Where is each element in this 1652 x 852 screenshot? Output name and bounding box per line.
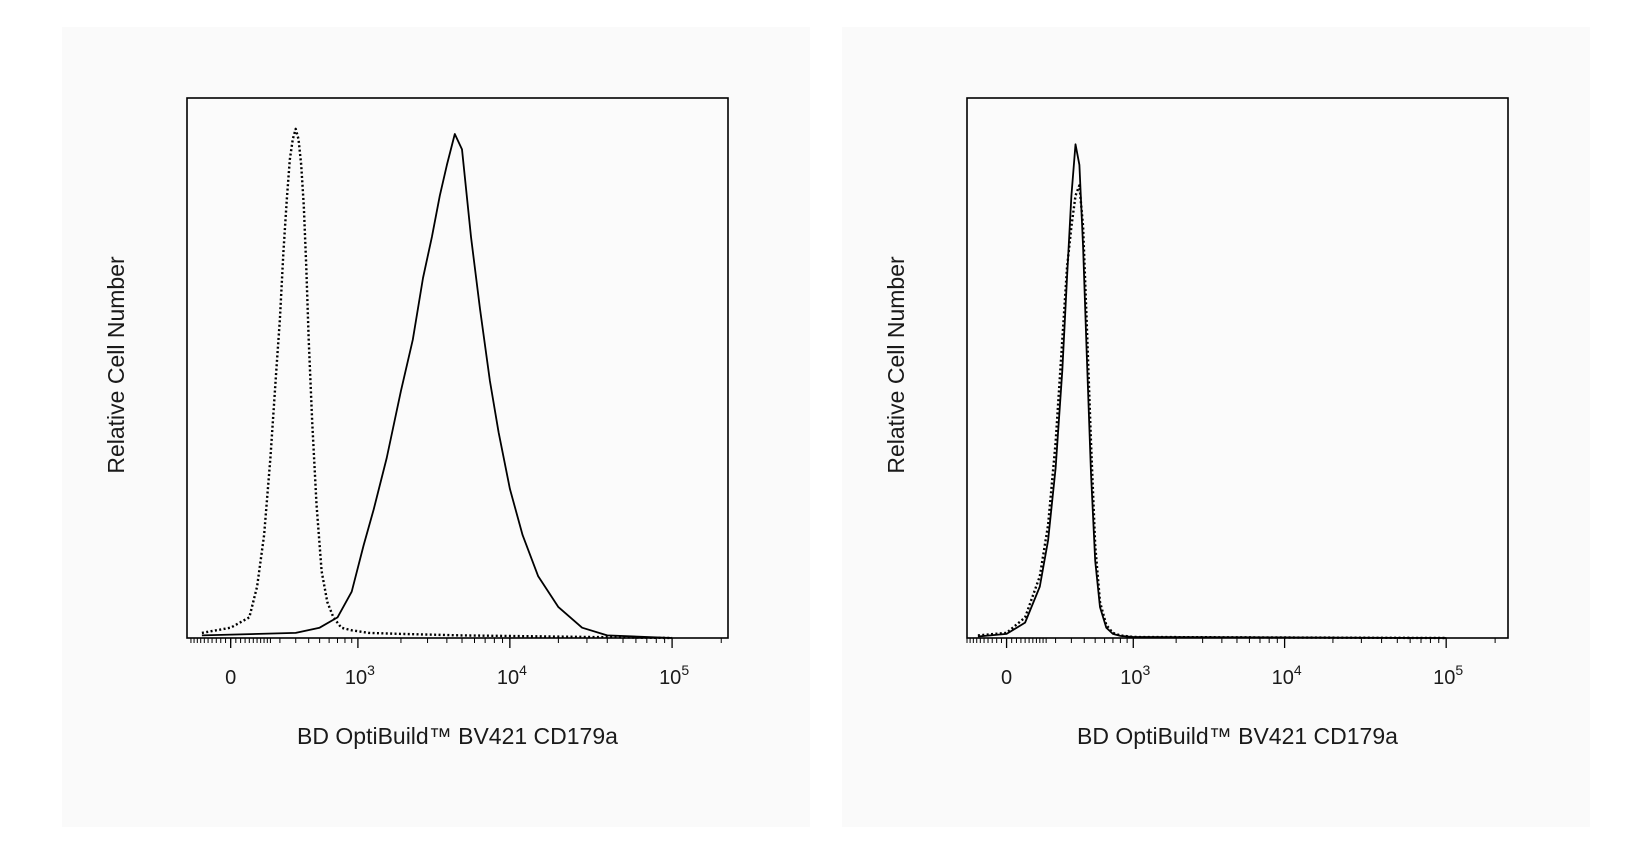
x-tick-label: 0 [225,667,236,689]
right-histogram-panel: 0 103 104 105 BD OptiBuild™ BV421 CD179a Rela… [842,27,1590,827]
left-histogram-panel: 0 103 104 105 BD OptiBuild™ BV421 CD179a Rela… [62,27,810,827]
histogram-solid-series [977,143,1447,639]
plot-area [186,97,729,639]
x-tick-label: 0 [1001,667,1012,689]
x-tick-label: 105 [659,662,689,689]
x-tick-label: 105 [1433,662,1463,689]
left-histogram-chart: 0 103 104 105 BD OptiBuild™ BV421 CD179a Rela… [103,97,729,749]
x-tick-label: 104 [1272,662,1302,689]
right-histogram-chart: 0 103 104 105 BD OptiBuild™ BV421 CD179a Rela… [883,97,1509,749]
x-tick-label: 103 [1120,662,1150,689]
x-axis-label: BD OptiBuild™ BV421 CD179a [1077,723,1398,749]
x-tick-label: 103 [345,662,375,689]
y-axis-label: Relative Cell Number [103,256,129,474]
x-tick-label: 104 [497,662,527,689]
histogram-solid-series [201,133,673,639]
plot-area [966,97,1509,639]
histogram-dotted-series [977,184,1447,640]
x-axis-label: BD OptiBuild™ BV421 CD179a [297,723,618,749]
histogram-dotted-series [201,127,673,640]
y-axis-label: Relative Cell Number [883,256,909,474]
